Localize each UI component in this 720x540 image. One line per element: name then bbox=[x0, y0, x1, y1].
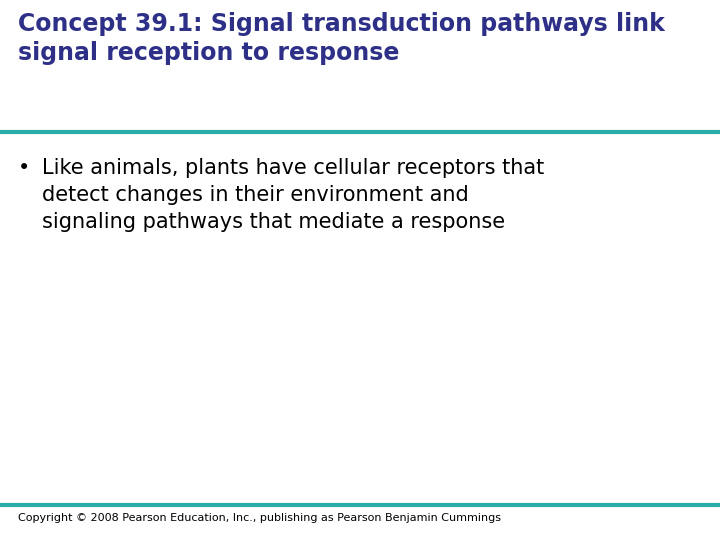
Text: Like animals, plants have cellular receptors that
detect changes in their enviro: Like animals, plants have cellular recep… bbox=[42, 158, 544, 232]
Text: •: • bbox=[18, 158, 30, 178]
Text: Concept 39.1: Signal transduction pathways link
signal reception to response: Concept 39.1: Signal transduction pathwa… bbox=[18, 12, 665, 65]
Text: Copyright © 2008 Pearson Education, Inc., publishing as Pearson Benjamin Cumming: Copyright © 2008 Pearson Education, Inc.… bbox=[18, 513, 501, 523]
